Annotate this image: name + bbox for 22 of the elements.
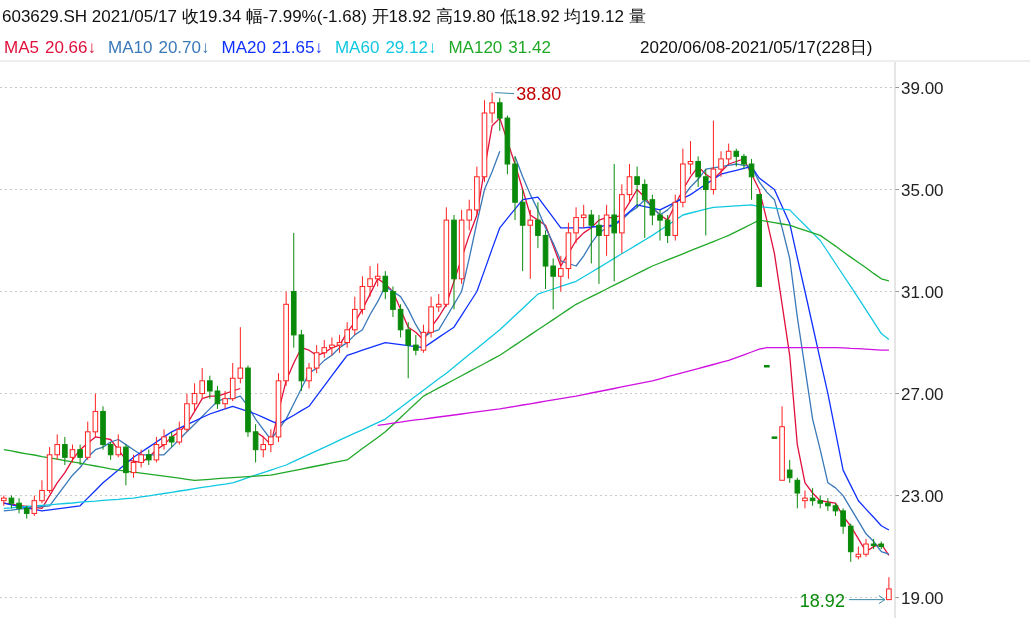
text: MA10 [108, 38, 153, 57]
note: 18.92 [799, 590, 886, 611]
text: 31.42 [508, 38, 551, 57]
y-tick-label: 27.00 [901, 384, 944, 404]
chart-subtitle: 2020/06/08-2021/05/17(228日) [640, 38, 873, 57]
y-tick-label: 23.00 [901, 486, 944, 506]
annotation: 18.92 [799, 590, 845, 611]
chart-title: 603629.SH 2021/05/17 收19.34 幅-7.99%(-1.68) 开18.92 高19.80 低18.92 均19.12 量 [2, 7, 646, 26]
annotation: 38.80 [516, 83, 562, 104]
text: MA60 [334, 38, 380, 57]
y-tick-label: 31.00 [901, 282, 944, 302]
text: MA20 [221, 38, 266, 57]
text: 20.70↓ [158, 38, 210, 57]
text: MA5 [4, 38, 39, 57]
y-tick-label: 35.00 [901, 180, 944, 200]
text: 29.12↓ [385, 38, 437, 57]
y-tick-label: 39.00 [901, 78, 944, 98]
y-tick-label: 19.00 [901, 588, 944, 608]
note: 38.80 [494, 83, 562, 104]
text: 21.65↓ [271, 38, 323, 57]
text: MA120 [448, 38, 503, 57]
text: 20.66↓ [44, 38, 97, 57]
